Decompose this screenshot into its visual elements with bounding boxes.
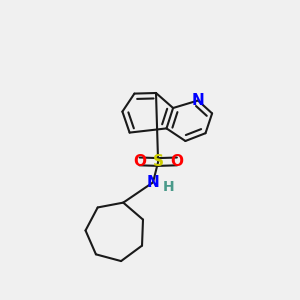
Text: N: N xyxy=(192,93,204,108)
Text: O: O xyxy=(133,154,146,169)
Text: O: O xyxy=(170,154,184,169)
Text: N: N xyxy=(147,175,159,190)
Text: H: H xyxy=(163,180,174,194)
Text: S: S xyxy=(153,154,164,169)
